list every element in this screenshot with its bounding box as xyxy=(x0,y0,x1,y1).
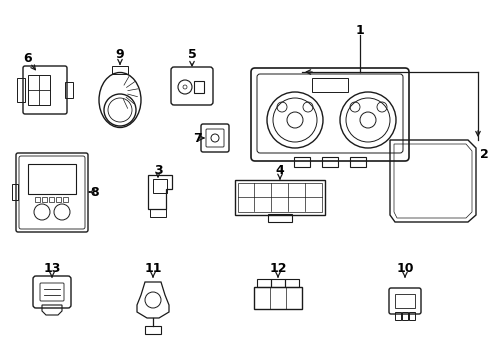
Bar xyxy=(395,312,401,320)
Text: 3: 3 xyxy=(154,163,162,176)
Bar xyxy=(254,287,302,309)
Text: 12: 12 xyxy=(269,261,287,274)
Text: 8: 8 xyxy=(91,185,99,198)
Text: 1: 1 xyxy=(356,23,365,36)
Text: 13: 13 xyxy=(43,261,61,274)
Text: 4: 4 xyxy=(275,163,284,176)
Bar xyxy=(65,82,73,98)
Bar xyxy=(150,209,166,217)
Bar xyxy=(28,75,50,105)
Text: 6: 6 xyxy=(24,51,32,64)
Text: 2: 2 xyxy=(480,148,489,162)
Text: 10: 10 xyxy=(396,261,414,274)
Bar xyxy=(145,326,161,334)
Bar xyxy=(153,179,167,193)
Bar xyxy=(63,197,68,202)
Text: 7: 7 xyxy=(193,131,201,144)
Bar xyxy=(12,184,18,200)
Text: 5: 5 xyxy=(188,49,196,62)
Bar xyxy=(271,279,285,287)
Bar xyxy=(235,180,325,215)
Bar xyxy=(395,294,415,308)
Bar xyxy=(35,197,40,202)
Bar xyxy=(350,157,366,167)
Bar xyxy=(56,197,61,202)
Bar xyxy=(49,197,54,202)
Bar xyxy=(257,279,271,287)
Bar xyxy=(312,78,348,92)
Bar xyxy=(409,312,415,320)
Bar xyxy=(238,183,322,212)
Text: 9: 9 xyxy=(116,49,124,62)
Bar xyxy=(42,197,47,202)
Bar xyxy=(17,78,25,102)
Bar xyxy=(402,312,408,320)
Text: 11: 11 xyxy=(144,261,162,274)
Bar xyxy=(294,157,310,167)
Bar xyxy=(194,81,204,93)
Bar xyxy=(112,66,128,74)
Bar xyxy=(285,279,299,287)
Bar xyxy=(322,157,338,167)
Bar xyxy=(268,214,292,222)
Bar xyxy=(28,164,76,194)
